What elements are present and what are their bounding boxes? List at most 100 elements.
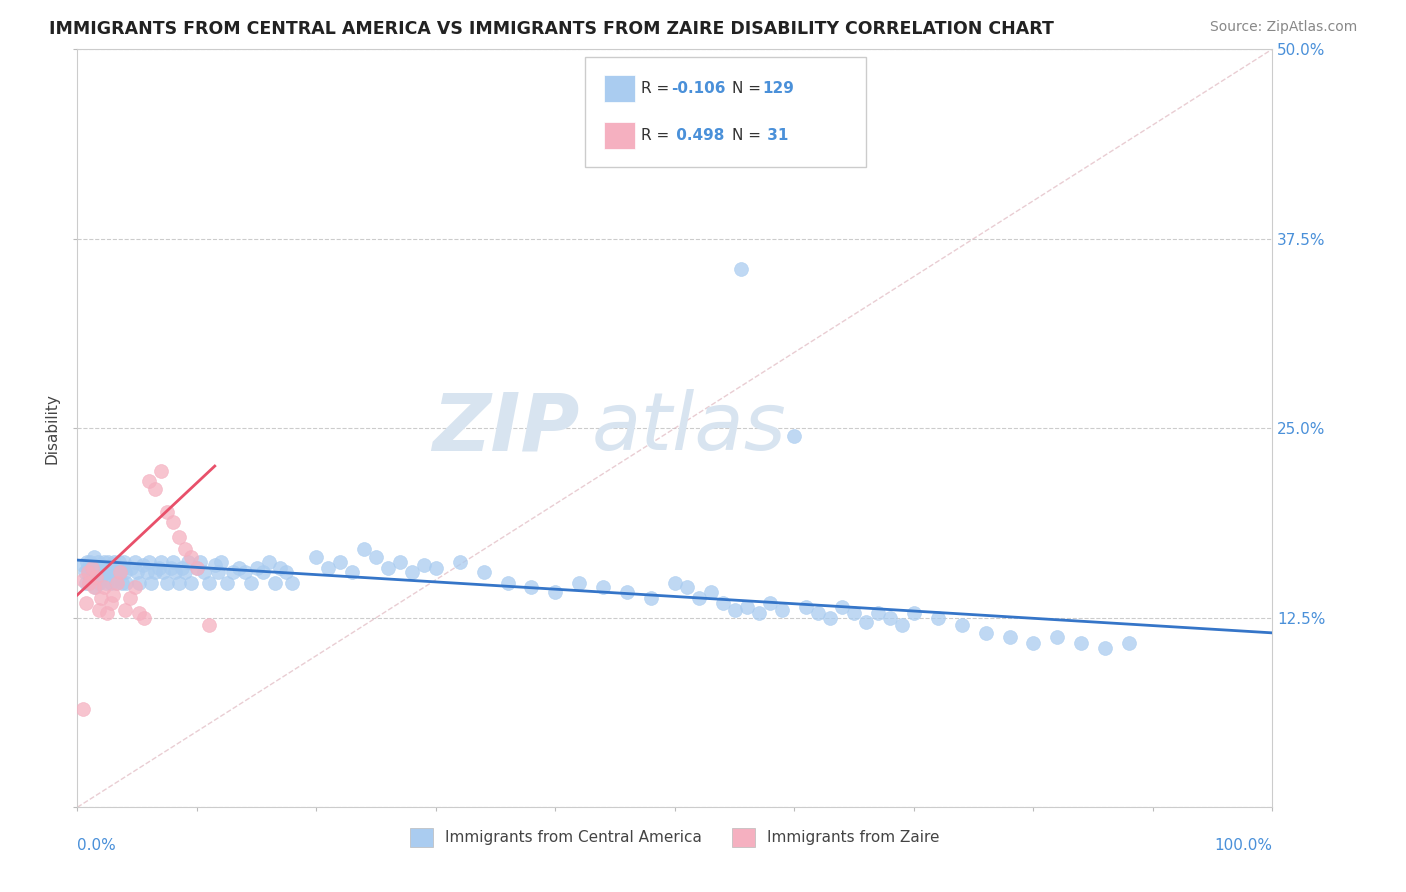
Point [87,603,110,617]
Point [72,573,94,587]
Point [108,555,131,569]
Point [180,575,202,590]
Text: N =: N = [733,81,766,96]
Text: 129: 129 [762,81,794,96]
Point [110,566,132,580]
Point [90,570,112,584]
Point [79,575,101,590]
Point [138,555,160,569]
Point [879,611,901,625]
Point [118,591,141,605]
Point [868,606,890,620]
Point [180,549,202,565]
Point [93,581,115,595]
FancyBboxPatch shape [585,57,866,167]
Point [75,596,97,610]
Point [204,558,226,572]
Point [103,588,124,602]
Point [75,575,97,590]
Text: IMMIGRANTS FROM CENTRAL AMERICA VS IMMIGRANTS FROM ZAIRE DISABILITY CORRELATION : IMMIGRANTS FROM CENTRAL AMERICA VS IMMIG… [49,20,1054,37]
Point [79,555,101,569]
Point [783,429,806,443]
Point [366,549,388,565]
Text: Source: ZipAtlas.com: Source: ZipAtlas.com [1209,20,1357,34]
Point [100,575,122,590]
Point [94,566,117,580]
Point [276,566,298,580]
Point [128,606,150,620]
Point [128,575,150,590]
Point [80,560,103,574]
Point [138,475,160,489]
Point [831,600,853,615]
Point [152,566,174,580]
Point [616,585,638,599]
Point [143,566,166,580]
Text: ZIP: ZIP [432,389,579,467]
Point [207,566,229,580]
Point [676,581,699,595]
Point [115,575,138,590]
Point [124,581,146,595]
Point [329,555,352,569]
Point [228,560,250,574]
Point [592,581,614,595]
Point [449,555,471,569]
Point [413,558,436,572]
Point [127,566,149,580]
Point [246,560,269,574]
Point [103,555,125,569]
Point [1022,636,1045,650]
Point [97,555,120,569]
Point [239,575,262,590]
Point [159,560,181,574]
Point [520,581,543,595]
Point [165,566,187,580]
Point [305,549,328,565]
Point [86,570,108,584]
Text: -0.106: -0.106 [671,81,725,96]
Text: 100.0%: 100.0% [1215,838,1272,853]
Point [197,618,219,632]
Point [263,575,285,590]
Point [110,575,132,590]
FancyBboxPatch shape [605,75,636,103]
Point [748,606,770,620]
Point [730,262,752,277]
Point [134,611,156,625]
Point [222,566,245,580]
Point [162,515,184,529]
Point [103,566,124,580]
Point [107,560,129,574]
Point [1070,636,1092,650]
Point [82,570,104,584]
Point [998,631,1021,645]
Point [90,558,112,572]
Point [772,603,794,617]
Point [1094,640,1116,655]
Point [855,615,877,630]
Point [401,566,423,580]
Point [167,530,190,544]
Point [640,591,662,605]
Point [156,505,179,519]
Point [135,566,157,580]
Point [150,464,173,478]
Text: 31: 31 [762,128,789,143]
Point [270,560,292,574]
Point [72,701,94,715]
Point [104,575,127,590]
Text: 0.498: 0.498 [671,128,724,143]
Point [903,606,925,620]
Point [114,603,136,617]
Point [174,566,197,580]
Point [86,555,108,569]
Point [114,566,136,580]
Point [89,566,111,580]
Point [927,611,949,625]
Point [174,542,197,557]
Point [735,600,758,615]
Point [84,560,107,574]
Point [820,611,842,625]
Point [318,560,340,574]
